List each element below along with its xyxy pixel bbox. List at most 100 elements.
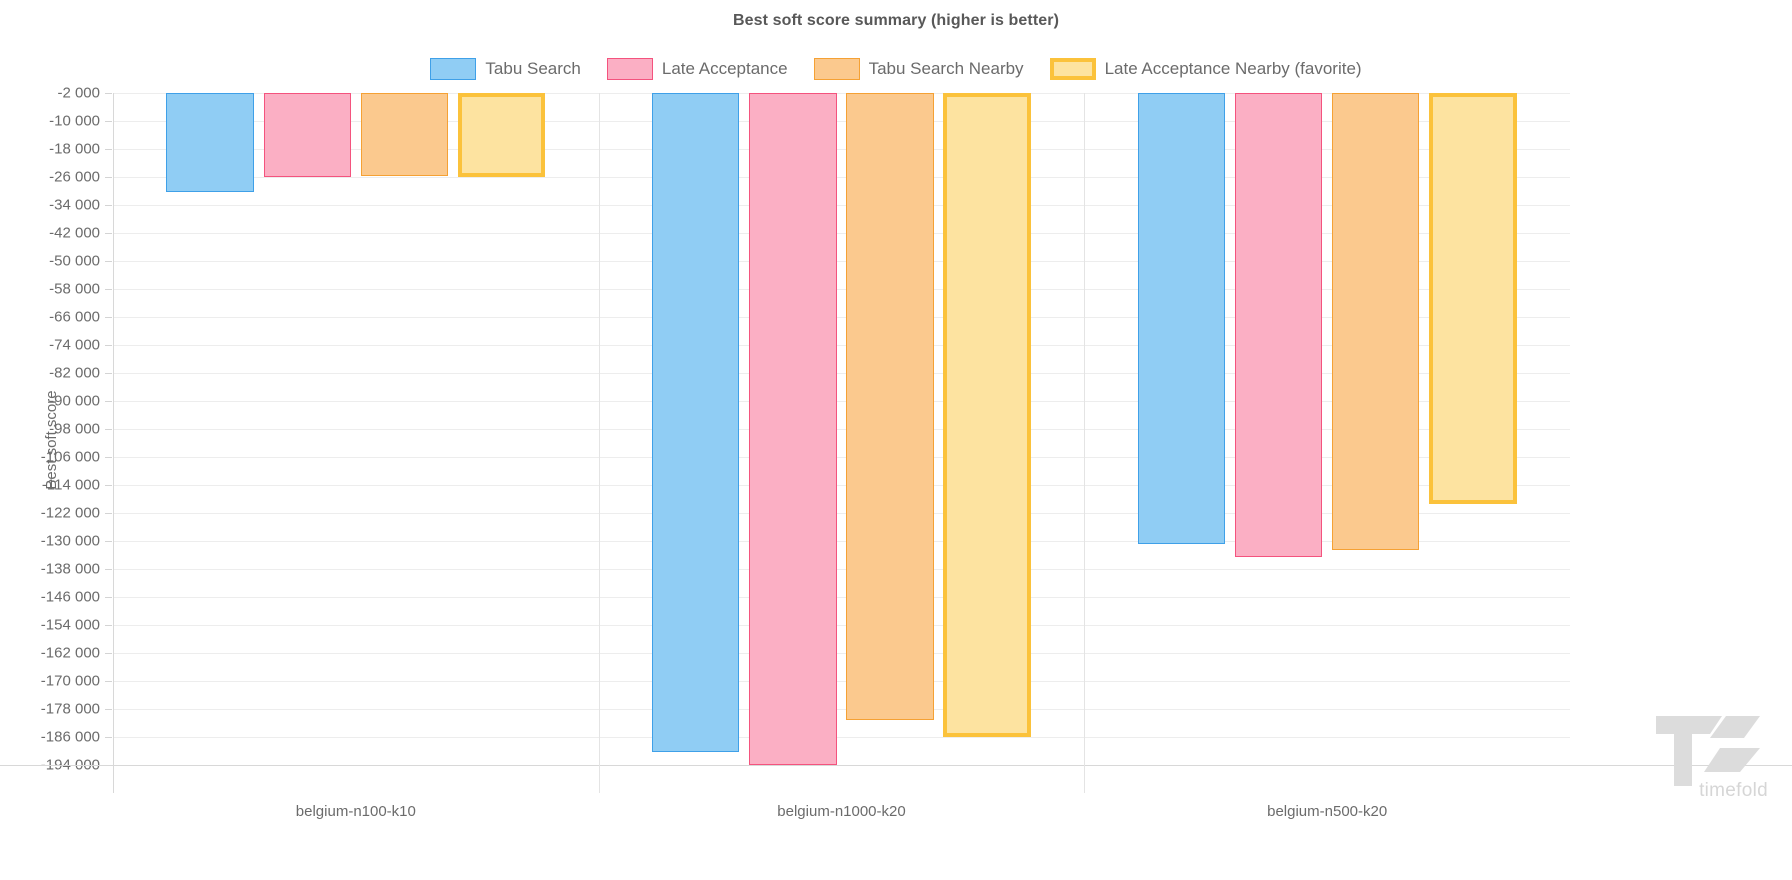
y-tick-label: -138 000 [40,560,100,578]
legend-swatch-icon [1049,58,1096,80]
y-tick-label: -74 000 [49,336,100,354]
legend-item-2[interactable]: Tabu Search Nearby [813,58,1024,80]
y-tick-mark [105,261,112,262]
y-tick-label: -154 000 [40,616,100,634]
gridline [113,345,1570,346]
y-axis-line [113,93,114,793]
bar[interactable] [166,93,254,193]
bar[interactable] [1429,93,1517,505]
y-tick-label: -170 000 [40,672,100,690]
y-tick-mark [105,513,112,514]
chart-title: Best soft score summary (higher is bette… [732,12,1060,29]
y-tick-label: -130 000 [40,532,100,550]
x-tick-label: belgium-n500-k20 [1267,803,1388,820]
gridline [113,709,1570,710]
y-tick-mark [105,121,112,122]
watermark-label: timefold [1699,780,1768,801]
y-tick-label: -106 000 [40,448,100,466]
x-axis-line [0,765,1792,766]
chart-legend: Tabu Search Late Acceptance Tabu Search Ne… [0,58,1792,80]
legend-label: Tabu Search Nearby [868,59,1024,78]
y-tick-label: -82 000 [49,364,100,382]
gridline [113,681,1570,682]
gridline [113,653,1570,654]
gridline [113,205,1570,206]
gridline [113,401,1570,402]
bar[interactable] [943,93,1031,737]
y-tick-label: -122 000 [40,504,100,522]
y-tick-label: -178 000 [40,700,100,718]
legend-label: Late Acceptance Nearby (favorite) [1104,59,1362,78]
y-tick-mark [105,401,112,402]
y-tick-mark [105,485,112,486]
bar[interactable] [1332,93,1420,551]
y-tick-label: -26 000 [49,168,100,186]
y-tick-mark [105,569,112,570]
gridline [113,513,1570,514]
y-tick-mark [105,625,112,626]
bar[interactable] [749,93,837,765]
y-tick-label: -42 000 [49,224,100,242]
legend-label: Tabu Search [485,59,581,78]
legend-item-3[interactable]: Late Acceptance Nearby (favorite) [1049,58,1362,80]
bar[interactable] [846,93,934,721]
gridline [113,625,1570,626]
y-axis-tick-labels: -2 000 -10 000 -18 000 -26 000 -34 000 -42 00… [0,0,100,880]
gridline [113,233,1570,234]
gridline [113,93,1570,94]
gridline [113,177,1570,178]
y-tick-mark [105,289,112,290]
gridline [113,261,1570,262]
gridline [113,121,1570,122]
y-tick-label: -98 000 [49,420,100,438]
y-tick-label: -66 000 [49,308,100,326]
x-tick-label: belgium-n1000-k20 [777,803,906,820]
y-tick-label: -162 000 [40,644,100,662]
gridline [113,569,1570,570]
gridline [113,737,1570,738]
gridline [113,373,1570,374]
y-tick-label: -50 000 [49,252,100,270]
category-separator [1084,93,1086,793]
bar[interactable] [1234,93,1323,557]
y-tick-mark [105,737,112,738]
bar[interactable] [652,93,740,753]
y-tick-mark [105,317,112,318]
y-tick-mark [105,345,112,346]
y-tick-mark [105,149,112,150]
legend-swatch-icon [430,58,477,80]
gridline [113,541,1570,542]
legend-swatch-icon [813,58,860,80]
bar[interactable] [1137,93,1226,544]
y-tick-label: -186 000 [40,728,100,746]
y-tick-mark [105,373,112,374]
legend-swatch-icon [606,58,653,80]
bar[interactable] [457,93,546,177]
legend-item-1[interactable]: Late Acceptance [606,58,788,80]
gridline [113,485,1570,486]
legend-item-0[interactable]: Tabu Search [430,58,581,80]
category-separator [598,93,600,793]
bar[interactable] [263,93,351,177]
gridline [113,149,1570,150]
gridline [113,429,1570,430]
gridline [113,597,1570,598]
y-tick-label: -18 000 [49,140,100,158]
y-tick-label: -58 000 [49,280,100,298]
gridline [113,317,1570,318]
legend-label: Late Acceptance [661,59,788,78]
y-tick-label: -10 000 [49,112,100,130]
y-tick-label: -34 000 [49,196,100,214]
bar[interactable] [360,93,449,177]
y-tick-mark [105,457,112,458]
x-tick-label: belgium-n100-k10 [295,803,416,820]
y-tick-mark [105,541,112,542]
y-tick-mark [105,709,112,710]
y-tick-mark [105,597,112,598]
y-tick-mark [105,653,112,654]
y-tick-mark [105,177,112,178]
y-tick-mark [105,429,112,430]
y-tick-label: -90 000 [49,392,100,410]
